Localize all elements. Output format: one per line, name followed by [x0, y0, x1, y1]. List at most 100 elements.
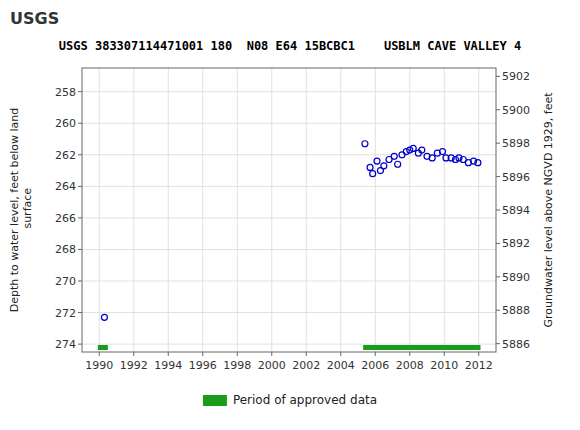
grid-line-y — [82, 217, 496, 218]
x-tick-label: 1998 — [223, 359, 251, 372]
y2-tick — [496, 176, 500, 177]
x-tick — [340, 352, 341, 356]
x-tick — [99, 352, 100, 356]
y2-tick-label: 5902 — [502, 70, 530, 83]
grid-line-x — [271, 68, 272, 352]
y2-tick — [496, 109, 500, 110]
grid-line-y — [82, 186, 496, 187]
grid-line-x — [99, 68, 100, 352]
x-tick — [237, 352, 238, 356]
point — [101, 314, 107, 320]
x-tick — [444, 352, 445, 356]
x-tick — [133, 352, 134, 356]
x-tick — [271, 352, 272, 356]
grid — [82, 68, 496, 352]
y-tick — [78, 154, 82, 155]
y-tick — [78, 123, 82, 124]
y-tick-label: 258 — [55, 86, 76, 99]
y-tick — [78, 91, 82, 92]
y-tick-label: 270 — [55, 275, 76, 288]
y-tick — [78, 312, 82, 313]
x-tick-label: 1992 — [120, 359, 148, 372]
grid-line-x — [375, 68, 376, 352]
point — [370, 171, 376, 177]
grid-line-x — [237, 68, 238, 352]
x-tick-label: 1996 — [189, 359, 217, 372]
y2-tick — [496, 310, 500, 311]
point — [419, 147, 425, 153]
x-tick — [375, 352, 376, 356]
grid-line-y — [82, 312, 496, 313]
x-tick-label: 2000 — [258, 359, 286, 372]
approved-period-bar — [98, 345, 108, 350]
title: USGS 383307114471001 180 N08 E64 15BCBC1… — [59, 39, 521, 53]
grid-line-x — [202, 68, 203, 352]
y-tick-label: 262 — [55, 149, 76, 162]
x-tick-label: 2008 — [396, 359, 424, 372]
x-tick-label: 1994 — [154, 359, 182, 372]
x-tick — [202, 352, 203, 356]
grid-line-y — [82, 344, 496, 345]
y2-tick — [496, 276, 500, 277]
grid-line-y — [82, 123, 496, 124]
annotation: USGS — [10, 9, 59, 28]
y-axis-label-line: surface — [21, 188, 34, 232]
y2-tick — [496, 343, 500, 344]
y-tick — [78, 217, 82, 218]
point — [391, 153, 397, 159]
legend-swatch — [203, 395, 227, 406]
y-tick-label: 266 — [55, 212, 76, 225]
y-tick — [78, 344, 82, 345]
y2-tick-label: 5892 — [502, 237, 530, 250]
x-tick-label: 2002 — [292, 359, 320, 372]
x-tick-label: 2004 — [327, 359, 355, 372]
grid-line-x — [409, 68, 410, 352]
y2-tick — [496, 143, 500, 144]
y2-tick-label: 5886 — [502, 338, 530, 351]
legend-label: Period of approved data — [233, 393, 377, 407]
point — [362, 141, 368, 147]
y-tick-label: 274 — [55, 338, 76, 351]
y-tick — [78, 281, 82, 282]
y-tick — [78, 186, 82, 187]
y-tick-label: 268 — [55, 243, 76, 256]
y-tick-label: 272 — [55, 307, 76, 320]
grid-line-x — [133, 68, 134, 352]
point — [367, 164, 373, 170]
x-tick-label: 2010 — [430, 359, 458, 372]
y-tick-label: 264 — [55, 180, 76, 193]
point — [374, 158, 380, 164]
y-axis-label-line: Depth to water level, feet below land — [8, 108, 21, 313]
grid-line-x — [168, 68, 169, 352]
marks — [98, 141, 481, 350]
x-tick-label: 2012 — [465, 359, 493, 372]
point — [440, 149, 446, 155]
point — [475, 160, 481, 166]
point — [429, 155, 435, 161]
x-tick-label: 1990 — [85, 359, 113, 372]
y2-tick — [496, 243, 500, 244]
y2-axis-label: Groundwater level above NGVD 1929, feet — [542, 92, 555, 328]
x-tick — [168, 352, 169, 356]
grid-line-x — [478, 68, 479, 352]
plot-frame — [82, 68, 496, 352]
y2-tick-label: 5890 — [502, 271, 530, 284]
grid-line-y — [82, 281, 496, 282]
point — [395, 161, 401, 167]
point — [410, 145, 416, 151]
y2-tick-label: 5900 — [502, 104, 530, 117]
x-tick — [409, 352, 410, 356]
y-tick — [78, 249, 82, 250]
axes: 1990199219941996199820002002200420062008… — [55, 70, 530, 372]
legend: Period of approved data — [203, 393, 377, 407]
x-tick — [478, 352, 479, 356]
y-axis-label: Depth to water level, feet below land su… — [8, 108, 34, 313]
chart: USGSUSGS 383307114471001 180 N08 E64 15B… — [0, 0, 580, 430]
y2-tick-label: 5894 — [502, 204, 530, 217]
grid-line-x — [306, 68, 307, 352]
y2-tick-label: 5896 — [502, 171, 530, 184]
x-tick — [306, 352, 307, 356]
point — [381, 163, 387, 169]
grid-line-y — [82, 91, 496, 92]
y-tick-label: 260 — [55, 117, 76, 130]
